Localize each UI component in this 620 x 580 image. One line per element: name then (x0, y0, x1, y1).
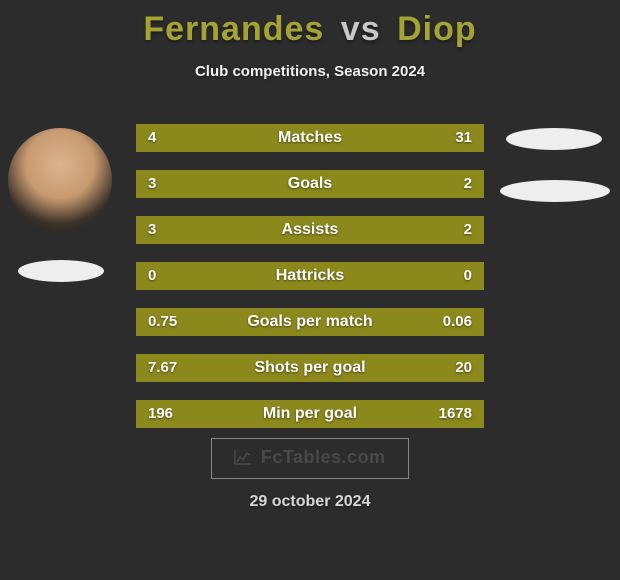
stat-bars: Matches431 Goals32 Assists32 Hattricks00 Goa… (136, 124, 484, 446)
logo-text: FcTables.com (261, 447, 386, 467)
stat-row: Shots per goal7.6720 (136, 354, 484, 382)
player-right-team-badge-2 (500, 180, 610, 202)
vs-text: vs (341, 10, 381, 48)
bar-right-fill (310, 124, 484, 152)
header: Fernandes vs Diop Club competitions, Sea… (0, 0, 620, 80)
bar-right-fill (310, 216, 484, 244)
comparison-infographic: Fernandes vs Diop Club competitions, Sea… (0, 0, 620, 580)
chart-icon (234, 449, 252, 470)
player-left-team-badge (18, 260, 104, 282)
player-left-name: Fernandes (143, 10, 324, 48)
stat-row: Min per goal1961678 (136, 400, 484, 428)
bar-right-fill (310, 354, 484, 382)
bar-left-fill (136, 124, 310, 152)
stat-row: Goals32 (136, 170, 484, 198)
bar-right-fill (310, 400, 484, 428)
title: Fernandes vs Diop (0, 10, 620, 49)
stat-row: Goals per match0.750.06 (136, 308, 484, 336)
player-right-name: Diop (397, 10, 477, 48)
bar-left-fill (136, 216, 310, 244)
bar-left-fill (136, 262, 310, 290)
bar-right-fill (310, 308, 484, 336)
logo-box: FcTables.com (211, 438, 408, 479)
bar-left-fill (136, 354, 310, 382)
date-text: 29 october 2024 (0, 493, 620, 511)
footer: FcTables.com 29 october 2024 (0, 438, 620, 511)
player-left-avatar (8, 128, 112, 232)
bar-right-fill (310, 170, 484, 198)
bar-left-fill (136, 400, 310, 428)
stat-row: Assists32 (136, 216, 484, 244)
bar-left-fill (136, 308, 310, 336)
stat-row: Matches431 (136, 124, 484, 152)
stat-row: Hattricks00 (136, 262, 484, 290)
player-right-team-badge-1 (506, 128, 602, 150)
bar-left-fill (136, 170, 310, 198)
avatar-placeholder-icon (8, 128, 112, 232)
subtitle: Club competitions, Season 2024 (0, 63, 620, 80)
bar-right-fill (310, 262, 484, 290)
